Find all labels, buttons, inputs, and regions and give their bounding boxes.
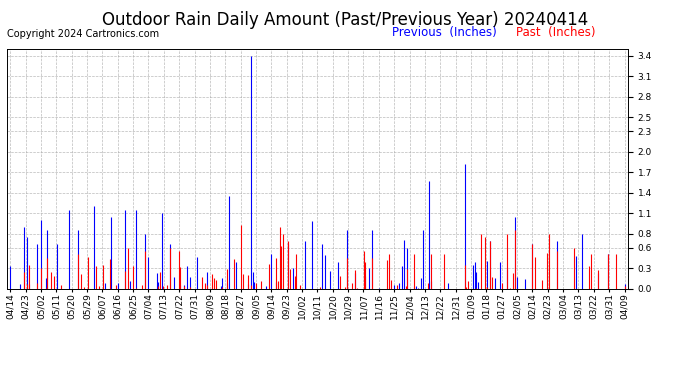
Text: Outdoor Rain Daily Amount (Past/Previous Year) 20240414: Outdoor Rain Daily Amount (Past/Previous… xyxy=(102,11,588,29)
Text: Previous  (Inches): Previous (Inches) xyxy=(392,26,497,39)
Text: Past  (Inches): Past (Inches) xyxy=(516,26,595,39)
Text: Copyright 2024 Cartronics.com: Copyright 2024 Cartronics.com xyxy=(7,29,159,39)
